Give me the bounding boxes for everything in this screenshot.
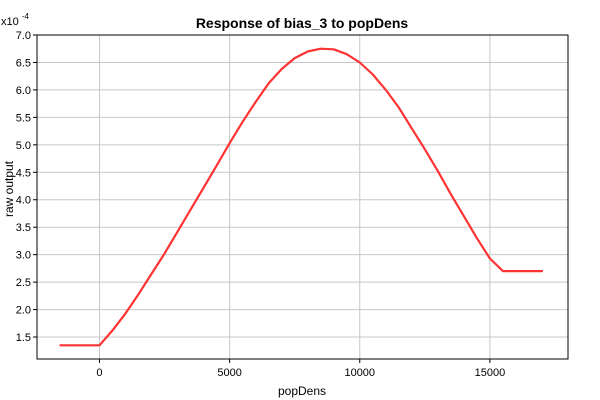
grid-layer: [37, 34, 568, 359]
series-line: [59, 47, 544, 347]
y-axis-label: raw output: [2, 160, 16, 217]
series-layer: [59, 47, 544, 347]
y-tick-label: 6.0: [16, 85, 31, 97]
ticks-layer: 0 5000 10000 15000 1.5 2.0 2.5 3.0 3.5 4.0 4.5 5.0 5…: [16, 30, 506, 379]
y-tick-label: 3.5: [16, 222, 31, 234]
plot-frame: [36, 34, 569, 360]
y-multiplier-base: x10: [1, 16, 19, 28]
y-tick-label: 3.0: [16, 250, 31, 262]
y-multiplier-exponent: -4: [22, 12, 30, 21]
y-tick-label: 2.5: [16, 277, 31, 289]
y-tick-label: 4.5: [16, 167, 31, 179]
chart-title: Response of bias_3 to popDens: [196, 15, 409, 31]
x-tick-label: 10000: [344, 367, 375, 379]
y-tick-label: 5.5: [16, 112, 31, 124]
x-tick-label: 15000: [475, 367, 506, 379]
y-tick-label: 6.5: [16, 57, 31, 69]
x-tick-label: 0: [96, 367, 102, 379]
y-tick-label: 1.5: [16, 332, 31, 344]
y-tick-label: 4.0: [16, 195, 31, 207]
y-tick-label: 2.0: [16, 305, 31, 317]
y-tick-label: 5.0: [16, 140, 31, 152]
y-multiplier: x10 -4: [1, 12, 29, 28]
x-tick-label: 5000: [217, 367, 241, 379]
x-axis-label: popDens: [278, 384, 326, 398]
y-tick-label: 7.0: [16, 30, 31, 42]
